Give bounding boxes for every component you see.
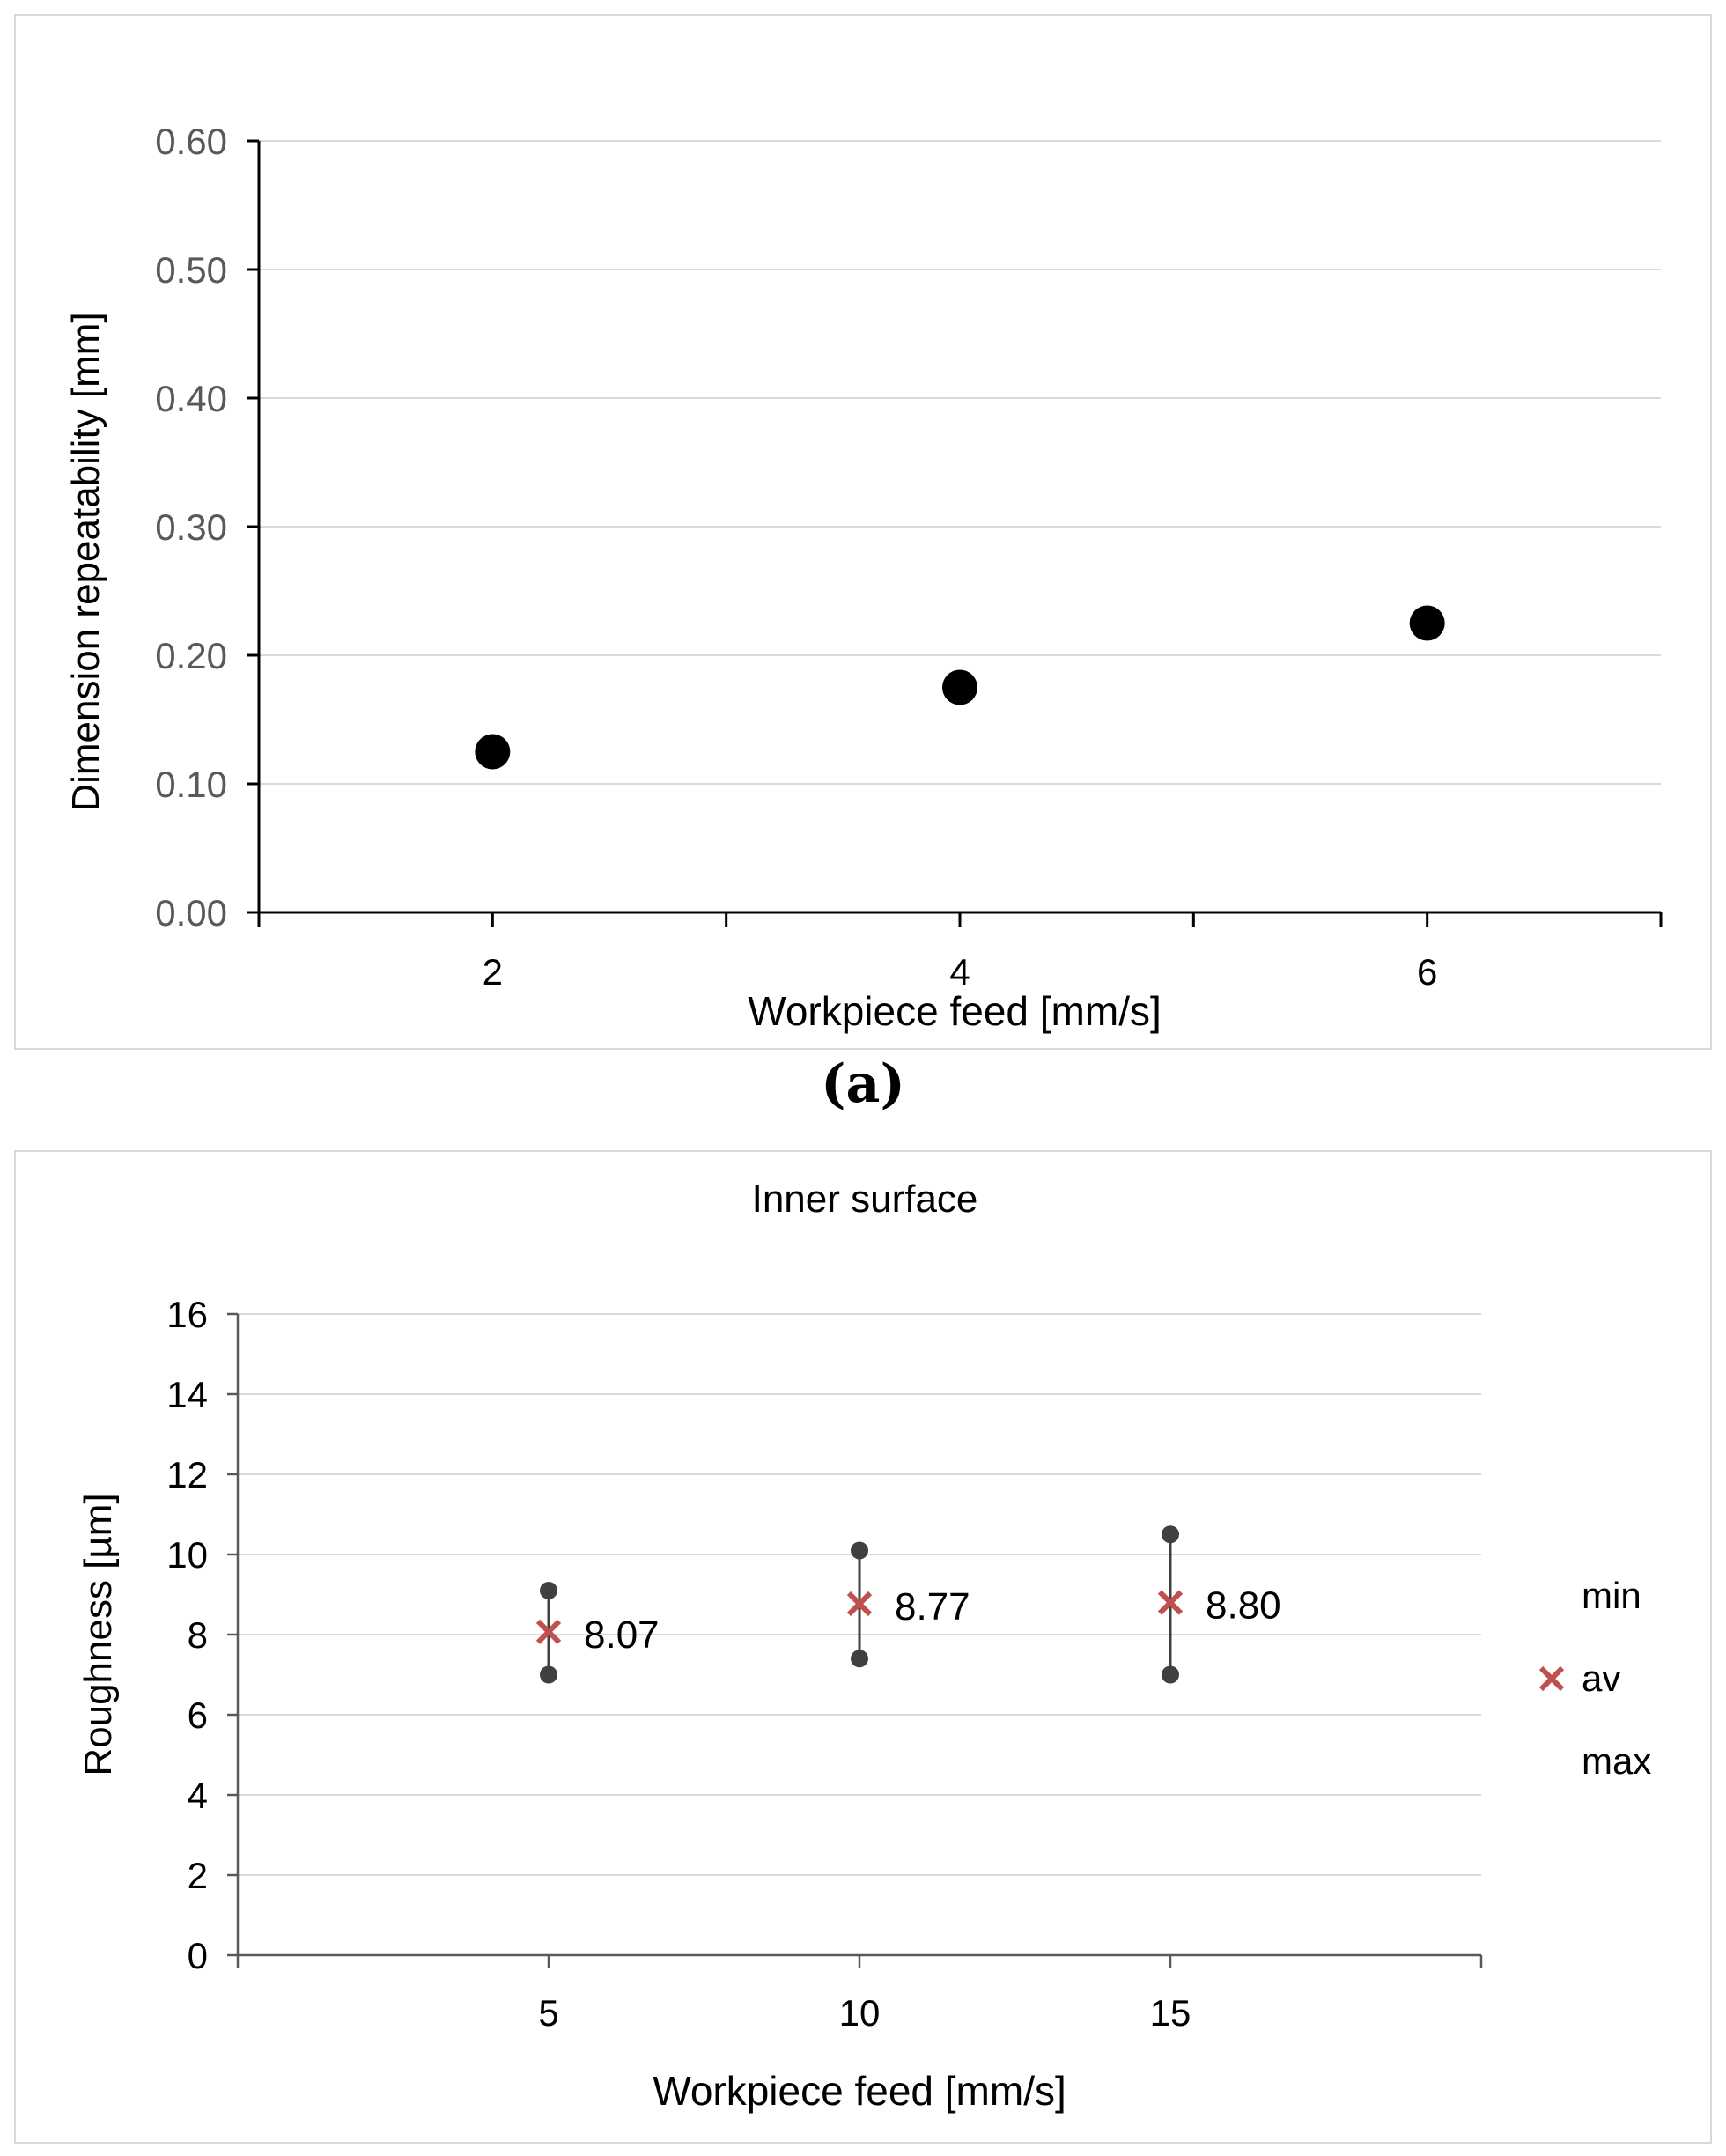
subfigure-label: (a) <box>0 1053 1726 1115</box>
subfigure-label-text: (a) <box>821 1053 905 1115</box>
av-point <box>535 1619 562 1644</box>
y-tick-label: 0.10 <box>155 764 227 805</box>
chart-panel-a: 0.00 0.10 0.20 0.30 0.40 0.50 0.60 2 4 6 Workpiece… <box>14 14 1712 1050</box>
y-tick-label: 0.20 <box>155 635 227 676</box>
chart-a-svg: 0.00 0.10 0.20 0.30 0.40 0.50 0.60 2 4 6 Workpiece… <box>64 121 1663 1034</box>
data-label: 8.77 <box>895 1585 970 1628</box>
x-tick-label: 10 <box>839 1992 881 2034</box>
legend-entry-max: max <box>1582 1740 1651 1782</box>
legend-entry-min: min <box>1582 1575 1641 1616</box>
y-tick-label: 0.30 <box>155 506 227 548</box>
y-tick-label: 0.50 <box>155 249 227 291</box>
y-tick-label: 0.00 <box>155 892 227 934</box>
chart-title: Inner surface <box>752 1178 978 1221</box>
y-axis-label: Roughness [µm] <box>77 1493 120 1776</box>
y-tick-label: 6 <box>188 1695 208 1736</box>
x-tick-label: 4 <box>949 951 970 993</box>
min-point <box>851 1650 868 1668</box>
y-tick-label: 2 <box>188 1855 208 1896</box>
y-tick-label: 16 <box>166 1294 208 1335</box>
y-tick-label: 12 <box>166 1454 208 1495</box>
av-point <box>1157 1590 1184 1615</box>
y-tick-label: 14 <box>166 1374 208 1415</box>
max-point <box>851 1541 868 1560</box>
y-tick-label: 0.60 <box>155 121 227 162</box>
x-tick-label: 5 <box>538 1992 558 2034</box>
legend-entry-av: av <box>1582 1658 1620 1699</box>
chart-panel-b: Inner surface 0 2 4 6 8 10 12 14 16 5 10 15 8.07 8.77 8… <box>14 1150 1712 2144</box>
data-label: 8.07 <box>584 1613 660 1657</box>
y-tick-label: 0.40 <box>155 378 227 419</box>
chart-b-svg: Inner surface 0 2 4 6 8 10 12 14 16 5 10 15 8.07 8.77 8… <box>77 1178 1651 2114</box>
x-tick-label: 6 <box>1417 951 1437 993</box>
x-tick-label: 2 <box>483 951 503 993</box>
x-axis-label: Workpiece feed [mm/s] <box>748 988 1162 1034</box>
x-tick-label: 15 <box>1150 1992 1191 2034</box>
x-axis-label: Workpiece feed [mm/s] <box>653 2068 1066 2114</box>
y-tick-label: 4 <box>188 1775 208 1816</box>
min-point <box>1162 1665 1179 1684</box>
max-point <box>1162 1525 1179 1544</box>
y-axis-label: Dimension repeatability [mm] <box>64 312 107 811</box>
y-tick-label: 10 <box>166 1534 208 1576</box>
min-point <box>540 1665 557 1684</box>
max-point <box>540 1581 557 1599</box>
data-point <box>942 669 977 705</box>
y-tick-label: 8 <box>188 1614 208 1656</box>
y-tick-label: 0 <box>188 1935 208 1976</box>
av-point <box>846 1591 873 1617</box>
data-point <box>475 734 511 770</box>
legend-av-marker <box>1538 1665 1565 1692</box>
data-point <box>1409 605 1445 641</box>
data-label: 8.80 <box>1206 1584 1281 1628</box>
